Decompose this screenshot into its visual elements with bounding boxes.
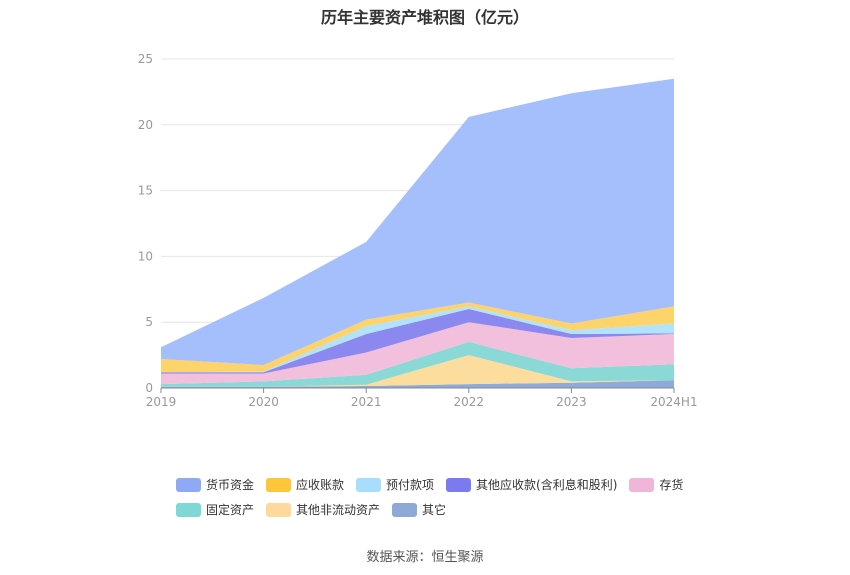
legend-label: 固定资产 [206, 503, 255, 517]
legend-label: 货币资金 [206, 478, 255, 492]
chart-title: 历年主要资产堆积图（亿元） [320, 8, 529, 27]
legend-item[interactable]: 固定资产 [176, 501, 254, 518]
data-source: 数据来源：恒生聚源 [366, 550, 484, 565]
legend-item[interactable]: 应收账款 [266, 476, 344, 493]
area-series [161, 341, 674, 387]
area-series [161, 302, 674, 373]
area-layer [161, 78, 674, 388]
y-tick-label: 25 [138, 52, 153, 66]
y-tick-label: 5 [145, 315, 153, 329]
x-tick-label: 2020 [248, 395, 279, 409]
legend-label: 其他非流动资产 [296, 503, 381, 517]
y-tick-label: 15 [138, 184, 153, 198]
area-series [161, 309, 674, 374]
x-tick-label: 2022 [454, 395, 485, 409]
legend-swatch [446, 477, 472, 492]
area-series [161, 380, 674, 388]
legend-swatch [266, 502, 292, 517]
legend-swatch [629, 477, 655, 492]
legend-row: 货币资金 应收账款 预付款项 其他应收款(含利息和股利) 存货 [176, 472, 696, 497]
y-tick-label: 0 [145, 381, 153, 395]
legend-label: 预付款项 [386, 478, 435, 492]
legend-row: 固定资产 其他非流动资产 其它 [176, 497, 696, 522]
legend-swatch [356, 477, 382, 492]
legend-item[interactable]: 货币资金 [176, 476, 254, 493]
y-tick-label: 10 [138, 249, 153, 263]
y-tick-label: 20 [138, 118, 153, 132]
axis-layer: 0 5 10 15 20 25 2019 2020 2021 2022 2023 2024H1 [138, 52, 698, 409]
legend-label: 存货 [659, 478, 684, 492]
legend-swatch [266, 477, 292, 492]
legend-swatch [176, 502, 201, 517]
legend-item[interactable]: 其他非流动资产 [266, 501, 380, 518]
area-series [161, 355, 674, 387]
area-series [161, 78, 674, 365]
legend-label: 应收账款 [296, 478, 345, 492]
legend: 货币资金 应收账款 预付款项 其他应收款(含利息和股利) 存货固定资产 其他非流动资产 其它 [176, 472, 696, 522]
x-tick-label: 2023 [556, 395, 587, 409]
area-series [161, 306, 674, 373]
x-tick-label: 2024H1 [650, 395, 697, 409]
legend-swatch [176, 477, 201, 492]
legend-item[interactable]: 存货 [629, 476, 683, 493]
x-tick-label: 2021 [351, 395, 382, 409]
legend-label: 其它 [422, 503, 447, 517]
area-series [161, 322, 674, 385]
x-tick-label: 2019 [146, 395, 177, 409]
legend-swatch [392, 502, 418, 517]
legend-item[interactable]: 其它 [392, 501, 446, 518]
legend-label: 其他应收款(含利息和股利) [476, 478, 618, 492]
legend-item[interactable]: 预付款项 [356, 476, 434, 493]
legend-item[interactable]: 其他应收款(含利息和股利) [446, 476, 617, 493]
